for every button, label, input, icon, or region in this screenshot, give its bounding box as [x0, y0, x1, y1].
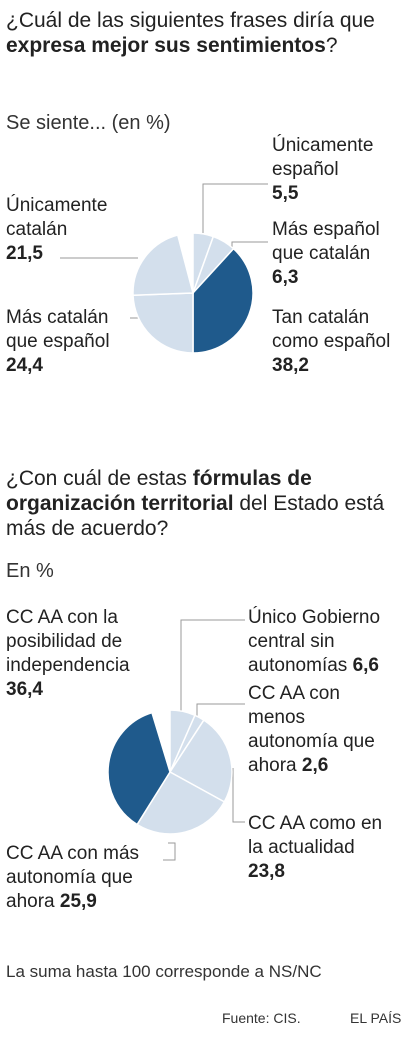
chart2-title-part3: del Estado está más de acuerdo?	[6, 492, 385, 540]
chart1-label-mas-espanol: Más español que catalán 6,3	[272, 218, 412, 290]
chart2-leader-lines	[163, 619, 245, 861]
footnote: La suma hasta 100 corresponde a NS/NC	[6, 962, 322, 981]
source: Fuente: CIS.	[222, 1010, 301, 1026]
slice-value: 5,5	[272, 183, 299, 204]
chart2-label-mas-autonomia: CC AA con más autonomía que ahora 25,9	[6, 842, 171, 914]
slice-value: 36,4	[6, 679, 43, 700]
chart2-label-gobierno-central: Único Gobierno central sin autonomías 6,…	[248, 606, 412, 678]
chart1-title-part1: ¿Cuál de las siguientes frases diría que	[6, 9, 375, 32]
slice-label: CC AA como en la actualidad	[248, 813, 383, 858]
slice-label: Más catalán que español	[6, 307, 110, 352]
pie-slice-4	[107, 711, 171, 826]
slice-label: Únicamente catalán	[6, 195, 108, 240]
chart2-label-independencia: CC AA con la posibilidad de independenci…	[6, 606, 166, 702]
chart2-title-emphasis: fórmulas de organización territorial	[6, 467, 312, 515]
slice-label: CC AA con la posibilidad de independenci…	[6, 607, 130, 676]
chart1-label-unicamente-catalan: Únicamente catalán 21,5	[6, 194, 131, 266]
pie-slice-4	[132, 234, 194, 297]
leader-actualidad	[232, 768, 245, 823]
slice-value: 25,9	[59, 891, 97, 912]
chart2-label-menos-autonomia: CC AA con menos autonomía que ahora 2,6	[248, 682, 398, 778]
slice-label: CC AA con más autonomía que ahora	[6, 843, 140, 912]
slice-value: 23,8	[248, 861, 285, 882]
chart2-label-actualidad: CC AA como en la actualidad 23,8	[248, 812, 388, 884]
leader-gobierno-central	[180, 619, 245, 715]
chart2-subtitle: En %	[6, 560, 54, 582]
chart1-label-mas-catalan: Más catalán que español 24,4	[6, 306, 131, 378]
slice-value: 21,5	[6, 243, 43, 264]
pie-slice-3	[132, 292, 194, 354]
slice-value: 38,2	[272, 355, 309, 376]
slice-value: 24,4	[6, 355, 43, 376]
leader-mas-espanol	[231, 241, 268, 248]
brand: EL PAÍS	[350, 1010, 402, 1026]
slice-value: 2,6	[301, 755, 329, 776]
chart1-leader-lines	[60, 183, 268, 319]
chart1-title: ¿Cuál de las siguientes frases diría que…	[6, 8, 414, 58]
chart1-pie	[132, 232, 254, 354]
leader-mas-autonomia	[163, 842, 176, 861]
slice-label: Tan catalán como español	[272, 307, 391, 352]
slice-label: Únicamente español	[272, 135, 374, 180]
pie-slice-2	[192, 247, 254, 354]
leader-unicamente-espanol	[202, 183, 268, 233]
chart1-label-unicamente-espanol: Únicamente español 5,5	[272, 134, 412, 206]
chart2-title: ¿Con cuál de estas fórmulas de organizac…	[6, 466, 414, 541]
chart2-pie	[107, 709, 233, 835]
slice-value: 6,3	[272, 267, 299, 288]
chart1-title-part3: ?	[325, 34, 338, 57]
pie-slice-3	[136, 771, 226, 835]
pie-slice-2	[168, 719, 233, 803]
slice-value: 6,6	[352, 655, 379, 676]
chart1-label-tan-catalan: Tan catalán como español 38,2	[272, 306, 412, 378]
chart2-title-part1: ¿Con cuál de estas	[6, 467, 193, 490]
chart1-subtitle: Se siente... (en %)	[6, 112, 171, 134]
chart1-title-emphasis: expresa mejor sus sentimientos	[6, 34, 326, 57]
slice-label: Único Gobierno central sin autonomías	[248, 607, 381, 676]
slice-label: CC AA con menos autonomía que ahora	[248, 683, 375, 776]
leader-menos-autonomia	[196, 703, 245, 720]
slice-label: Más español que catalán	[272, 219, 380, 264]
